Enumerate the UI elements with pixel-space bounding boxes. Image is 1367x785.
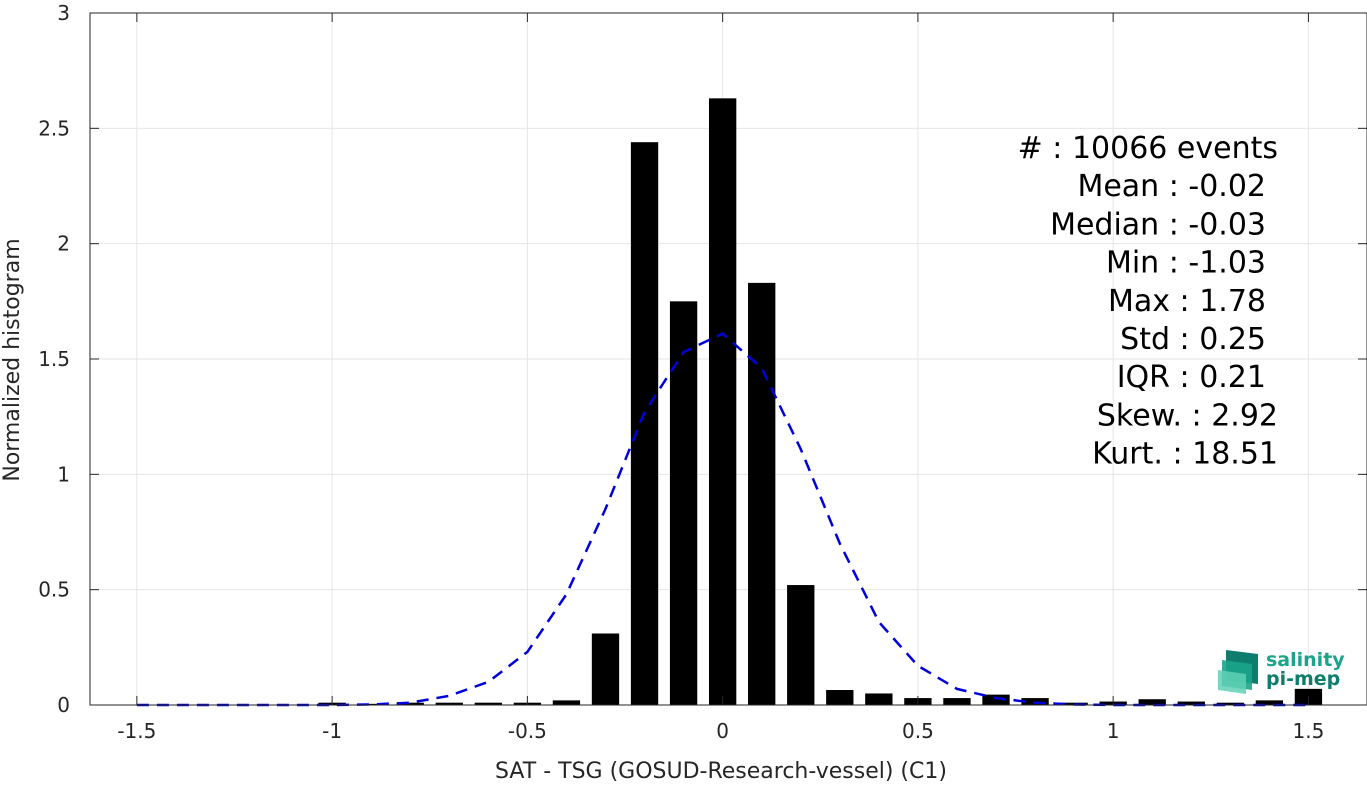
stat-line: Mean : -0.02 — [1077, 169, 1266, 204]
histogram-bar — [357, 703, 385, 705]
stat-line: Kurt. : 18.51 — [1092, 437, 1278, 472]
histogram-bar — [748, 282, 776, 705]
x-tick-label: 1.5 — [1293, 719, 1325, 743]
x-tick-labels: -1.5 -1 -0.5 0 0.5 1 1.5 — [117, 719, 1324, 743]
stat-line: Min : -1.03 — [1106, 246, 1266, 281]
y-tick-label: 0 — [57, 693, 70, 717]
histogram-bar — [474, 702, 502, 705]
histogram-bar — [943, 698, 971, 705]
stat-line: Std : 0.25 — [1120, 322, 1266, 357]
histogram-bar — [630, 142, 659, 705]
histogram-bar — [708, 98, 737, 705]
histogram-bar — [787, 585, 815, 705]
histogram-bar — [669, 301, 698, 705]
x-tick-label: -0.5 — [508, 719, 547, 743]
logo-line2: pi-mep — [1266, 668, 1340, 690]
histogram-bar — [865, 693, 893, 705]
stat-line: Max : 1.78 — [1108, 284, 1266, 319]
x-tick-label: 0 — [716, 719, 729, 743]
gaussian-fit-line — [136, 332, 1309, 707]
histogram-bar — [591, 633, 620, 705]
stat-line: Median : -0.03 — [1050, 207, 1266, 242]
axis-ticks — [90, 12, 1367, 706]
histogram-bar — [552, 700, 581, 705]
histogram-bar — [1216, 702, 1244, 705]
y-tick-label: 3 — [57, 1, 70, 25]
histogram-bar — [1255, 700, 1284, 705]
y-tick-labels: 0 0.5 1 1.5 2 2.5 3 — [38, 1, 70, 717]
histogram-bar — [435, 702, 463, 705]
stat-line: Skew. : 2.92 — [1097, 398, 1278, 433]
x-axis-title: SAT - TSG (GOSUD-Research-vessel) (C1) — [495, 759, 947, 784]
y-tick-label: 2 — [57, 232, 70, 256]
histogram-bar — [1138, 699, 1166, 705]
x-tick-label: 1 — [1107, 719, 1120, 743]
y-tick-label: 2.5 — [38, 116, 70, 140]
logo-line1: salinity — [1266, 649, 1345, 671]
x-tick-label: -1.5 — [117, 719, 156, 743]
logo-waves-icon — [1218, 650, 1258, 694]
histogram-bar — [396, 702, 424, 705]
y-axis-title: Normalized histogram — [0, 238, 25, 481]
histogram-bar — [826, 690, 854, 705]
x-tick-label: -1 — [322, 719, 342, 743]
y-tick-label: 1 — [57, 462, 70, 486]
y-tick-label: 0.5 — [38, 578, 70, 602]
histogram-bar — [982, 694, 1010, 705]
histogram-bar — [1177, 701, 1205, 705]
salinity-pi-mep-logo: salinity pi-mep — [1218, 649, 1345, 694]
x-tick-label: 0.5 — [902, 719, 934, 743]
stat-line: IQR : 0.21 — [1117, 360, 1266, 395]
y-tick-label: 1.5 — [38, 347, 70, 371]
histogram-bars — [318, 98, 1323, 705]
stat-line: # : 10066 events — [1018, 131, 1278, 166]
